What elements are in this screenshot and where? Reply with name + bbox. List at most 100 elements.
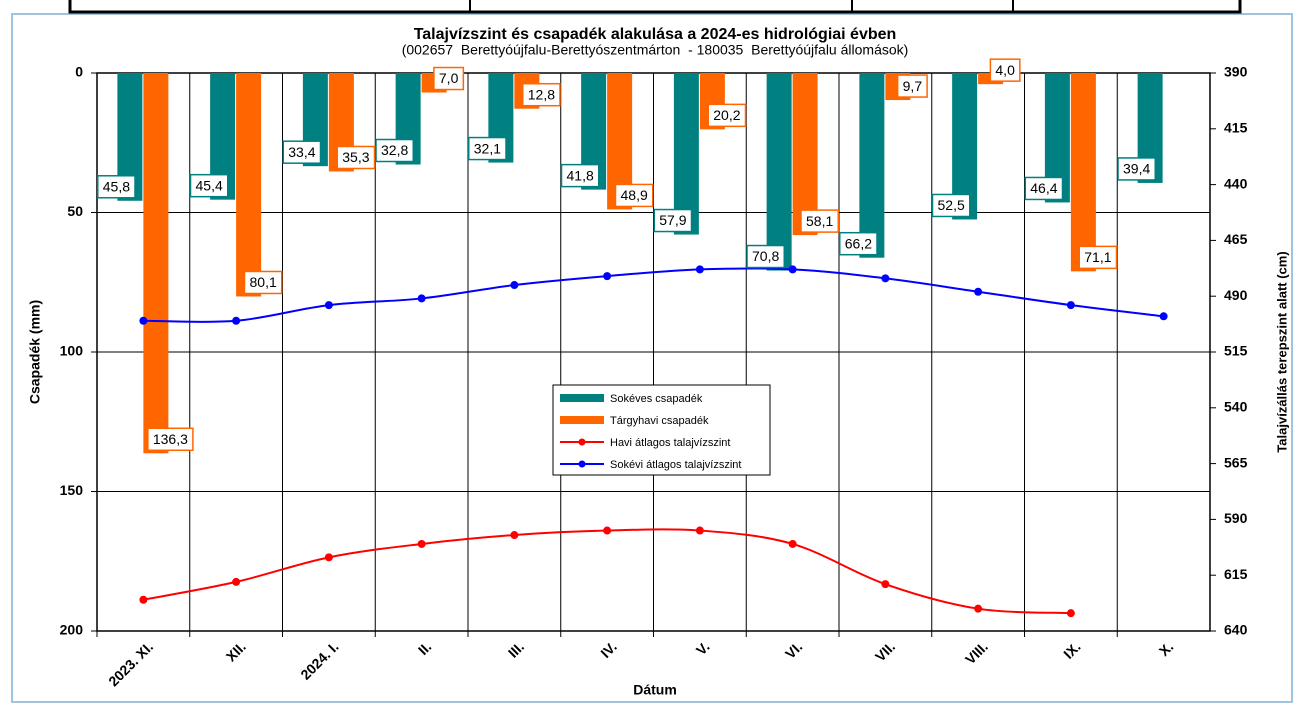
y-tick-label: 150 <box>60 482 84 498</box>
data-label: 32,8 <box>375 138 414 163</box>
line-marker <box>1066 301 1075 310</box>
data-label-text: 71,1 <box>1084 249 1111 265</box>
data-label-box <box>336 145 376 170</box>
data-label-box <box>989 58 1021 82</box>
y-tick-label: 50 <box>67 203 83 219</box>
data-label-text: 7,0 <box>439 70 459 86</box>
legend-marker <box>578 460 586 468</box>
data-label-box <box>707 103 747 128</box>
legend-label: Sokéves csapadék <box>610 393 703 405</box>
data-label-box <box>560 163 600 188</box>
line-marker <box>510 531 519 540</box>
line-marker <box>510 281 519 290</box>
line-marker <box>788 539 797 548</box>
line-marker <box>881 274 890 283</box>
y2-tick-label: 540 <box>1224 399 1248 415</box>
y2-tick-label: 465 <box>1224 231 1248 247</box>
data-label: 57,9 <box>653 208 693 233</box>
bar <box>1070 73 1096 272</box>
y2-tick-label: 390 <box>1224 64 1248 80</box>
line-marker <box>232 316 241 325</box>
data-label-text: 33,4 <box>288 144 315 160</box>
data-label-box <box>614 183 654 208</box>
line-marker <box>1159 312 1168 321</box>
data-label-box <box>282 140 322 164</box>
line-marker <box>603 272 612 281</box>
line-marker <box>695 265 704 274</box>
top-table-strip <box>68 0 1242 14</box>
data-label-text: 48,9 <box>621 187 648 203</box>
bar <box>859 73 885 258</box>
data-label: 66,2 <box>839 231 878 256</box>
data-label-text: 66,2 <box>845 235 872 251</box>
data-label-text: 45,4 <box>196 177 223 193</box>
line-marker <box>324 553 333 562</box>
data-label: 71,1 <box>1078 245 1118 270</box>
y2-tick-label: 440 <box>1224 175 1248 191</box>
data-label: 46,4 <box>1024 176 1064 201</box>
data-label: 136,3 <box>147 427 194 452</box>
line-marker <box>974 604 983 613</box>
data-label-text: 20,2 <box>713 107 740 123</box>
data-label: 20,2 <box>707 103 747 128</box>
data-label: 33,4 <box>282 140 322 164</box>
data-label: 70,8 <box>746 244 785 269</box>
legend-swatch <box>560 416 604 424</box>
data-label-box <box>653 208 693 233</box>
data-label: 35,3 <box>336 145 376 170</box>
data-label-box <box>931 193 971 218</box>
data-label-text: 70,8 <box>752 248 779 264</box>
data-label: 45,4 <box>189 173 229 198</box>
data-label-box <box>746 244 785 269</box>
y2-tick-label: 615 <box>1224 566 1248 582</box>
data-label-box <box>97 175 136 199</box>
y2-tick-label: 515 <box>1224 343 1248 359</box>
bar <box>236 73 262 297</box>
data-label-text: 41,8 <box>567 167 594 183</box>
y-axis-label: Csapadék (mm) <box>27 300 43 404</box>
legend-label: Havi átlagos talajvízszint <box>610 437 730 449</box>
line-marker <box>139 595 148 604</box>
line-marker <box>974 287 983 296</box>
y2-tick-label: 590 <box>1224 510 1248 526</box>
data-label-box <box>1117 157 1156 181</box>
y2-tick-label: 640 <box>1224 622 1248 638</box>
data-label-box <box>1024 176 1064 201</box>
line-marker <box>417 294 426 303</box>
bar <box>766 73 792 271</box>
data-label: 58,1 <box>800 209 839 233</box>
y-tick-label: 100 <box>60 343 84 359</box>
data-label-text: 46,4 <box>1030 180 1057 196</box>
data-label: 48,9 <box>614 183 654 208</box>
chart-subtitle: (002657 Berettyóújfalu-Berettyószentmárt… <box>402 42 909 58</box>
data-label-box <box>800 209 839 233</box>
data-label: 52,5 <box>931 193 971 218</box>
data-label-box <box>243 270 283 295</box>
data-label-box <box>375 138 414 163</box>
line-marker <box>324 301 333 310</box>
data-label-text: 45,8 <box>103 178 130 194</box>
legend-marker <box>578 438 586 446</box>
data-label: 80,1 <box>243 270 283 295</box>
y2-tick-label: 565 <box>1224 454 1248 470</box>
line-marker <box>788 265 797 274</box>
data-label: 9,7 <box>896 74 928 98</box>
data-label-box <box>147 427 194 452</box>
bar <box>673 73 699 235</box>
data-label-text: 57,9 <box>659 212 686 228</box>
data-label-box <box>433 66 465 91</box>
line-marker <box>232 577 241 586</box>
line-marker <box>1066 609 1075 618</box>
y-tick-label: 200 <box>60 622 84 638</box>
data-label-text: 9,7 <box>903 78 923 94</box>
data-label-box <box>189 173 229 198</box>
data-label-box <box>468 136 507 161</box>
data-label-text: 32,8 <box>381 142 408 158</box>
x-axis-label: Dátum <box>633 682 677 698</box>
data-label-box <box>522 82 561 107</box>
data-label-text: 58,1 <box>806 213 833 229</box>
line-marker <box>139 316 148 325</box>
data-label: 7,0 <box>433 66 465 91</box>
line-marker <box>603 526 612 535</box>
